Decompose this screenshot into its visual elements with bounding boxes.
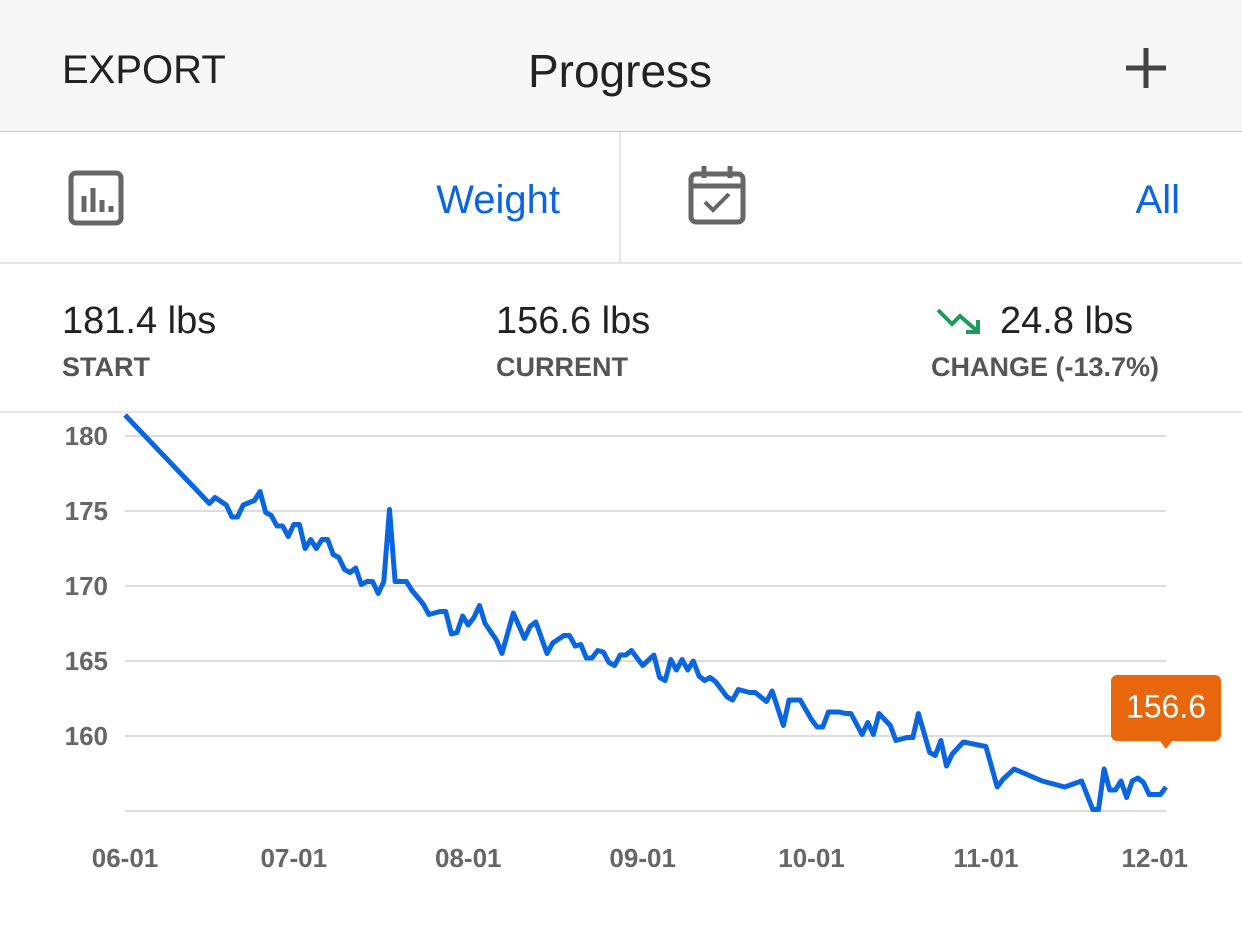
stat-label: CHANGE (-13.7%) xyxy=(931,352,1160,382)
x-tick-label: 08-01 xyxy=(435,843,502,873)
x-tick-label: 10-01 xyxy=(778,843,845,873)
callout-label: 156.6 xyxy=(1126,688,1206,724)
x-tick-label: 06-01 xyxy=(92,843,159,873)
divider xyxy=(0,411,1242,413)
nav-bar xyxy=(0,0,1242,132)
stat-value: 24.8 lbs xyxy=(1000,300,1134,342)
calendar-icon[interactable] xyxy=(688,164,746,226)
stat-label: CURRENT xyxy=(496,352,628,382)
range-selector[interactable]: All xyxy=(1135,178,1180,222)
x-tick-label: 11-01 xyxy=(953,843,1018,873)
nav-title: Progress xyxy=(527,45,713,97)
metric-icon[interactable] xyxy=(68,170,124,226)
divider xyxy=(0,262,1242,264)
data-line xyxy=(123,413,1169,812)
stat-value: 181.4 lbs xyxy=(62,300,217,342)
y-tick-label: 180 xyxy=(65,421,108,451)
y-tick-label: 160 xyxy=(65,721,108,751)
add-button[interactable] xyxy=(1122,44,1170,92)
stat-value: 156.6 lbs xyxy=(496,300,651,342)
divider xyxy=(619,132,621,262)
stat-label: START xyxy=(62,352,150,382)
trend-down-icon xyxy=(936,308,980,334)
x-tick-label: 09-01 xyxy=(609,843,676,873)
callout-box xyxy=(1111,675,1221,749)
y-tick-label: 175 xyxy=(65,496,108,526)
export-button[interactable]: EXPORT xyxy=(62,48,226,92)
x-tick-label: 12-01 xyxy=(1121,843,1188,873)
metric-selector[interactable]: Weight xyxy=(436,178,560,222)
y-tick-label: 170 xyxy=(65,571,108,601)
value-callout: 156.6 xyxy=(1111,675,1221,749)
x-tick-label: 07-01 xyxy=(261,843,328,873)
y-tick-label: 165 xyxy=(65,646,108,676)
